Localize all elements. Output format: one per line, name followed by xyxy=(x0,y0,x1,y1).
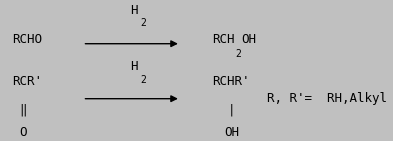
Text: R, R'=  RH,Alkyl: R, R'= RH,Alkyl xyxy=(267,92,387,105)
Text: |: | xyxy=(228,103,235,116)
Text: OH: OH xyxy=(241,33,256,46)
Text: OH: OH xyxy=(224,126,239,139)
Text: 2: 2 xyxy=(141,75,147,85)
Text: H: H xyxy=(130,60,137,73)
Text: RCHO: RCHO xyxy=(12,33,42,46)
Text: ‖: ‖ xyxy=(19,103,26,116)
Text: H: H xyxy=(130,4,137,17)
Text: 2: 2 xyxy=(141,18,147,28)
Text: RCH: RCH xyxy=(212,33,235,46)
Text: 2: 2 xyxy=(235,49,241,59)
Text: RCR': RCR' xyxy=(12,75,42,88)
Text: O: O xyxy=(20,126,27,139)
Text: RCHR': RCHR' xyxy=(212,75,250,88)
